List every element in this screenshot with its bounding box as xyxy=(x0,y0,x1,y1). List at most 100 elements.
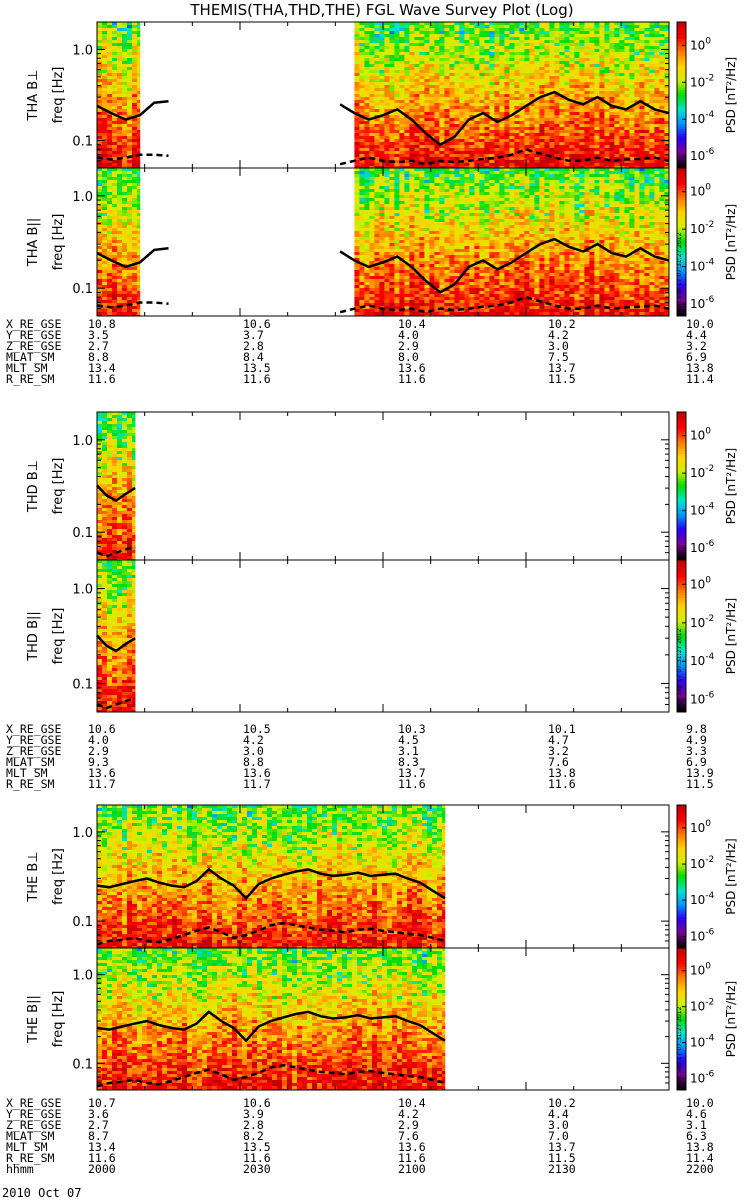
spectrogram-cell xyxy=(504,103,510,107)
spectrogram-cell xyxy=(454,157,460,161)
spectrogram-cell xyxy=(469,109,475,113)
spectrogram-cell xyxy=(444,255,450,259)
spectrogram-cell xyxy=(117,82,123,86)
spectrogram-cell xyxy=(379,201,385,205)
spectrogram-cell xyxy=(107,177,113,181)
spectrogram-cell xyxy=(544,31,550,35)
spectrogram-cell xyxy=(399,198,405,202)
spectrogram-cell xyxy=(449,133,455,137)
spectrogram-cell xyxy=(389,204,395,208)
spectrogram-cell xyxy=(484,28,490,32)
spectrogram-cell xyxy=(369,73,375,77)
spectrogram-cell xyxy=(132,252,138,256)
spectrogram-cell xyxy=(359,121,365,125)
spectrogram-cell xyxy=(609,40,615,44)
spectrogram-cell xyxy=(439,67,445,71)
spectrogram-cell xyxy=(649,43,655,47)
spectrogram-cell xyxy=(644,28,650,32)
spectrogram-cell xyxy=(102,282,108,286)
spectrogram-cell xyxy=(354,270,360,274)
spectrogram-cell xyxy=(604,91,610,95)
spectrogram-cell xyxy=(354,121,360,125)
spectrogram-cell xyxy=(464,91,470,95)
spectrogram-cell xyxy=(102,67,108,71)
spectrogram-cell xyxy=(414,168,420,172)
spectrogram-cell xyxy=(399,192,405,196)
spectrogram-cell xyxy=(564,79,570,83)
spectrogram-cell xyxy=(499,82,505,86)
spectrogram-cell xyxy=(379,222,385,226)
spectrogram-cell xyxy=(489,148,495,152)
spectrogram-cell xyxy=(359,103,365,107)
spectrogram-cell xyxy=(474,136,480,140)
spectrogram-cell xyxy=(384,210,390,214)
spectrogram-cell xyxy=(359,67,365,71)
spectrogram-cell xyxy=(102,49,108,53)
spectrogram-cell xyxy=(359,234,365,238)
spectrogram-cell xyxy=(389,124,395,128)
spectrogram-cell xyxy=(112,276,118,280)
spectrogram-cell xyxy=(414,261,420,265)
spectrogram-cell xyxy=(419,201,425,205)
spectrogram-cell xyxy=(454,201,460,205)
spectrogram-cell xyxy=(519,70,525,74)
spectrogram-cell xyxy=(394,306,400,310)
spectrogram-cell xyxy=(384,133,390,137)
spectrogram-cell xyxy=(654,49,660,53)
spectrogram-cell xyxy=(112,64,118,68)
spectrogram-cell xyxy=(414,186,420,190)
spectrogram-cell xyxy=(122,115,128,119)
spectrogram-cell xyxy=(604,124,610,128)
spectrogram-cell xyxy=(107,213,113,217)
spectrogram-cell xyxy=(479,118,485,122)
spectrogram-cell xyxy=(399,31,405,35)
spectrogram-cell xyxy=(534,103,540,107)
spectrogram-cell xyxy=(374,306,380,310)
spectrogram-cell xyxy=(137,213,141,217)
spectrogram-cell xyxy=(664,136,670,140)
spectrogram-cell xyxy=(112,130,118,134)
spectrogram-cell xyxy=(399,225,405,229)
spectrogram-cell xyxy=(389,243,395,247)
spectrogram-cell xyxy=(429,213,435,217)
spectrogram-cell xyxy=(434,100,440,104)
spectrogram-cell xyxy=(644,154,650,158)
spectrogram-cell xyxy=(379,97,385,101)
spectrogram-cell xyxy=(384,127,390,131)
spectrogram-cell xyxy=(629,64,635,68)
spectrogram-cell xyxy=(474,82,480,86)
spectrogram-cell xyxy=(112,37,118,41)
spectrogram-cell xyxy=(112,186,118,190)
spectrogram-cell xyxy=(354,163,360,167)
spectrogram-cell xyxy=(654,67,660,71)
spectrogram-cell xyxy=(102,204,108,208)
spectrogram-cell xyxy=(424,166,430,169)
spectrogram-cell xyxy=(389,70,395,74)
spectrogram-cell xyxy=(112,127,118,131)
spectrogram-cell xyxy=(122,124,128,128)
spectrogram-cell xyxy=(399,49,405,53)
spectrogram-cell xyxy=(419,163,425,167)
spectrogram-cell xyxy=(127,261,133,265)
spectrogram-cell xyxy=(439,85,445,89)
spectrogram-cell xyxy=(374,234,380,238)
spectrogram-cell xyxy=(554,37,560,41)
spectrogram-cell xyxy=(122,145,128,149)
spectrogram-cell xyxy=(107,79,113,83)
spectrogram-cell xyxy=(117,177,123,181)
spectrogram-cell xyxy=(369,204,375,208)
spectrogram-cell xyxy=(374,94,380,98)
spectrogram-cell xyxy=(429,124,435,128)
spectrogram-cell xyxy=(569,49,575,53)
spectrogram-cell xyxy=(102,31,108,35)
spectrogram-cell xyxy=(439,97,445,101)
spectrogram-cell xyxy=(122,273,128,277)
spectrogram-cell xyxy=(107,201,113,205)
spectrogram-cell xyxy=(509,124,515,128)
spectrogram-cell xyxy=(469,82,475,86)
spectrogram-cell xyxy=(499,52,505,56)
spectrogram-cell xyxy=(359,168,365,172)
spectrogram-cell xyxy=(384,249,390,253)
spectrogram-cell xyxy=(584,112,590,116)
spectrogram-cell xyxy=(634,85,640,89)
